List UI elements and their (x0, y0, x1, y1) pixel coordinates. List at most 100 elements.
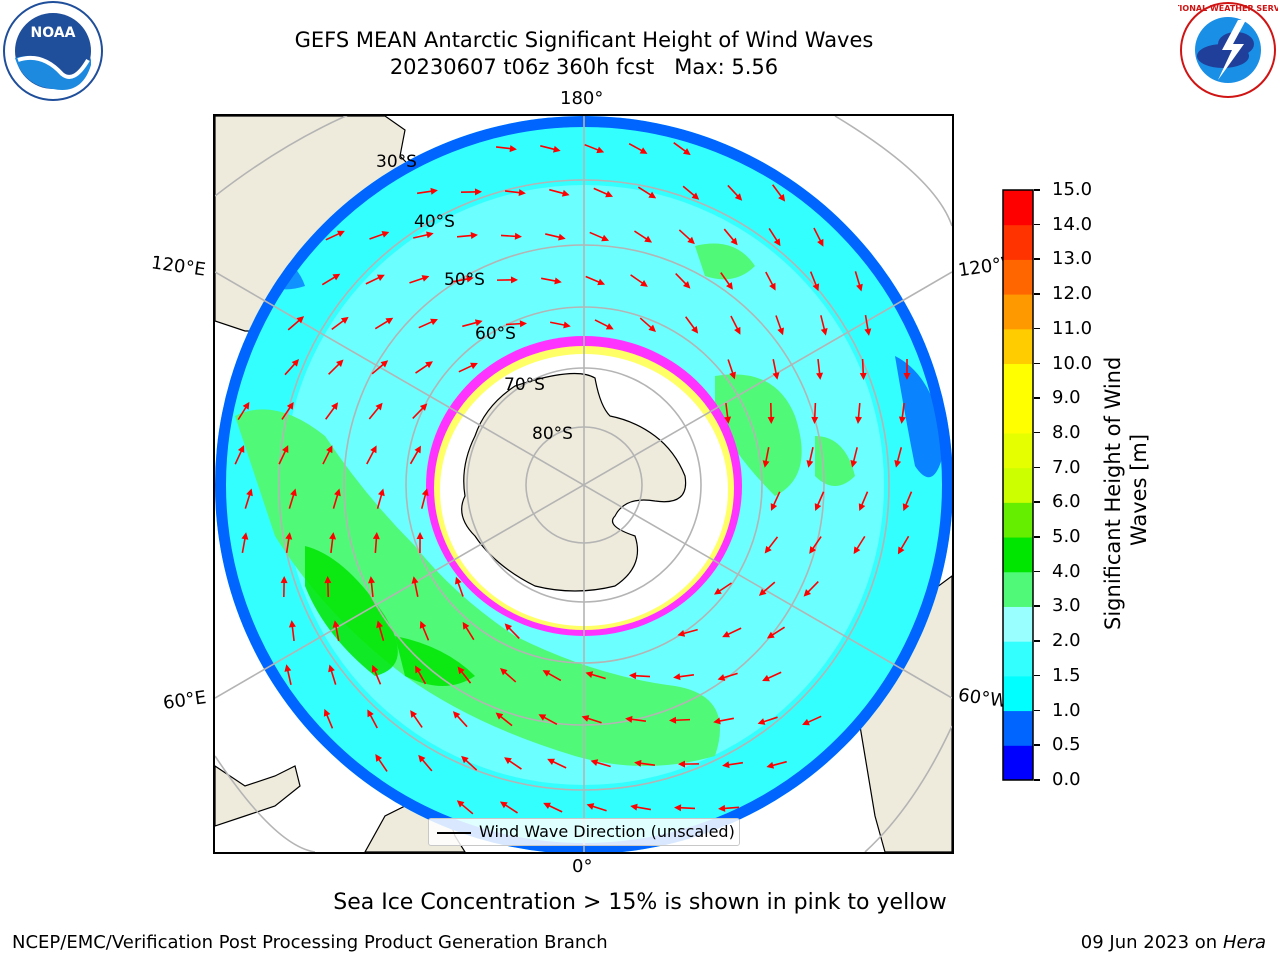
lat-label-60s: 60°S (475, 324, 516, 344)
lon-label-0: 0° (572, 856, 593, 877)
colorbar-label: Significant Height of Wind Waves [m] (1101, 350, 1151, 630)
footer-branch: NCEP/EMC/Verification Post Processing Pr… (12, 932, 608, 953)
wind-arrow-head (682, 148, 691, 156)
wind-arrow-head (340, 316, 349, 324)
colorbar-segment (1003, 294, 1033, 330)
lat-label-30s: 30°S (376, 152, 417, 172)
wind-arrow-head (691, 325, 699, 334)
colorbar-tick-mark (1034, 258, 1040, 260)
colorbar-tick-mark (1034, 640, 1040, 642)
colorbar-tick-mark (1034, 570, 1040, 573)
wind-arrow-head (336, 359, 344, 367)
wind-arrow-head (820, 328, 828, 336)
colorbar-tick-mark (1034, 466, 1040, 469)
wind-arrow-head (328, 664, 335, 673)
wind-arrow-head (542, 670, 551, 677)
wind-arrow-head (466, 275, 474, 283)
wind-arrow-head (639, 147, 648, 154)
wind-arrow-head (547, 758, 555, 766)
wind-arrow-head (722, 761, 730, 769)
wind-arrow-head (380, 360, 389, 368)
antarctica-land (461, 372, 687, 592)
wind-arrow-head (634, 759, 642, 767)
wind-arrow-head (718, 804, 726, 812)
wind-arrow-head (426, 231, 434, 239)
nws-logo-icon: NATIONAL WEATHER SERVICE (1178, 2, 1278, 98)
colorbar-tick-label: 8.0 (1052, 421, 1081, 443)
svg-text:Significant Height of Wind: Significant Height of Wind Waves [m] (1101, 350, 1151, 630)
wind-arrow-head (726, 282, 733, 290)
colorbar-segment (1003, 432, 1033, 469)
wind-arrow-head (290, 488, 297, 497)
wind-arrow-head (332, 273, 341, 281)
wind-arrow-head (678, 760, 686, 768)
colorbar-segment (1003, 259, 1033, 295)
colorbar-segment (1003, 224, 1033, 260)
wind-arrow-head (644, 235, 653, 243)
wind-arrow-head (455, 576, 462, 585)
wind-arrow-head (902, 503, 910, 512)
colorbar-tick-mark (1034, 362, 1040, 365)
wind-arrow-head (691, 192, 700, 200)
colorbar-tick-label: 1.0 (1052, 699, 1081, 721)
colorbar-segment (1003, 398, 1033, 434)
colorbar-tick-mark (1034, 779, 1040, 781)
wind-arrow-head (802, 718, 810, 726)
wind-wave-arrows (234, 142, 913, 815)
wind-arrow-head (674, 804, 682, 812)
wind-arrow-head (291, 359, 300, 367)
wind-arrow-head (538, 714, 547, 721)
wind-arrow-head (385, 317, 394, 325)
lon-label-60e: 60°E (161, 687, 208, 714)
wind-arrow-head (554, 277, 562, 285)
wind-arrow-head (803, 589, 812, 597)
colorbar-tick-label: 9.0 (1052, 387, 1081, 409)
wind-arrow-head (722, 630, 730, 638)
colorbar-segment (1003, 502, 1033, 538)
colorbar-tick-label: 14.0 (1052, 213, 1093, 235)
wind-arrow-head (586, 803, 595, 810)
wind-arrow-head (864, 328, 872, 336)
wind-arrow-head (648, 324, 656, 332)
wind-arrow-head (504, 623, 513, 631)
wind-arrow-head (421, 488, 429, 497)
wind-arrow-head (734, 193, 743, 201)
wind-arrow-head (713, 717, 721, 725)
wind-arrow-head (368, 576, 375, 584)
wind-arrow-head (518, 189, 526, 197)
wind-arrow-head (415, 665, 422, 674)
colorbar-tick-mark (1034, 293, 1040, 295)
wind-arrow-head (859, 372, 867, 380)
colorbar-tick-mark (1034, 536, 1040, 538)
colorbar-tick-label: 6.0 (1052, 491, 1081, 513)
colorbar-tick-mark (1034, 223, 1040, 226)
wind-arrow-head (850, 460, 858, 468)
wind-arrow-head (585, 671, 594, 678)
wind-arrow-head (581, 715, 590, 722)
wind-arrow-head (673, 673, 681, 681)
wind-arrow-head (377, 488, 385, 497)
colorbar-segment (1003, 571, 1033, 607)
wind-arrow-head (777, 327, 784, 336)
wind-arrow-head (241, 532, 249, 540)
wind-arrow-head (334, 488, 341, 497)
noaa-logo-text: NOAA (31, 25, 76, 41)
wind-arrow-head (375, 754, 383, 762)
lon-label-120e: 120°E (149, 252, 207, 281)
polar-map (215, 116, 952, 852)
colorbar-tick-mark (1034, 327, 1040, 330)
wind-arrow-head (430, 187, 438, 195)
colorbar-segment (1003, 363, 1033, 399)
wind-arrow-head (499, 801, 508, 809)
wind-arrow-head (326, 445, 333, 454)
wind-arrow-head (504, 757, 512, 765)
africa-land (215, 765, 301, 827)
wind-arrow-head (898, 416, 906, 424)
wind-arrow-head (729, 371, 736, 380)
wind-arrow-head (816, 372, 824, 380)
wind-arrow-head (495, 712, 504, 720)
wind-arrow-head (509, 145, 517, 153)
colorbar-tick-label: 1.5 (1052, 664, 1081, 686)
footer-date: 09 Jun 2023 on Hera (1081, 932, 1266, 953)
colorbar-segment (1003, 190, 1033, 226)
